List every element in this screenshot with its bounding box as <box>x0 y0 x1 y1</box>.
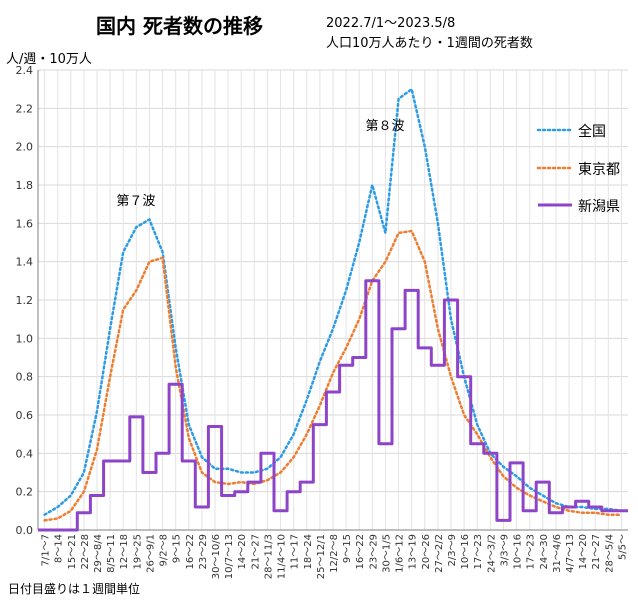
x-tick-label: 8/5～11 <box>106 534 117 573</box>
x-tick-label: 12/2～8 <box>329 534 340 573</box>
x-tick-label: 17～23 <box>473 534 484 569</box>
series-line-0 <box>43 87 623 516</box>
x-tick-label: 5/5～ <box>617 534 628 560</box>
tick-labels: 0.0 0.2 0.4 0.6 0.8 1.0 1.2 1.4 1.6 1.8 2.0 2.2 2.4 7… <box>16 64 629 579</box>
y-tick-label: 1.8 <box>16 179 34 192</box>
x-tick-label: 7/1～7 <box>41 534 52 566</box>
x-tick-label: 30～10/6 <box>211 534 222 579</box>
x-tick-label: 15～21 <box>67 534 78 569</box>
x-tick-label: 18～24 <box>303 534 314 569</box>
x-tick-label: 12～18 <box>119 534 130 569</box>
chart-period: 2022.7/1～2023.5/8 <box>326 16 456 31</box>
x-tick-label: 31～4/6 <box>552 534 563 573</box>
series-line-2 <box>38 279 628 532</box>
x-tick-label: 14～20 <box>578 534 589 569</box>
x-tick-label: 24～30 <box>539 534 550 569</box>
x-tick-label: 4/7～13 <box>565 534 576 573</box>
x-tick-label: 10/7～13 <box>224 534 235 579</box>
y-tick-label: 0.6 <box>16 409 34 422</box>
y-tick-label: 1.2 <box>16 294 34 307</box>
annotation-wave-7: 第７波 <box>116 194 156 209</box>
y-tick-label: 0.2 <box>16 486 34 499</box>
series-lines <box>38 87 628 532</box>
x-tick-label: 23～29 <box>198 534 209 569</box>
x-tick-label: 17～23 <box>526 534 537 569</box>
x-tick-label: 16～22 <box>185 534 196 569</box>
chart-subtitle: 人口10万人あたり・1週間の死者数 <box>326 36 533 51</box>
x-tick-label: 1/6～12 <box>395 534 406 573</box>
legend-label-national: 全国 <box>578 124 606 140</box>
chart-title: 国内 死者数の推移 <box>96 14 263 38</box>
x-tick-label: 2/3～9 <box>447 534 458 566</box>
x-tick-label: 29～8/4 <box>93 534 104 573</box>
x-tick-label: 11～17 <box>290 534 301 569</box>
legend <box>536 128 574 207</box>
x-tick-label: 22～28 <box>80 534 91 569</box>
y-tick-label: 0.8 <box>16 371 34 384</box>
date-tick-note: 日付目盛りは１週間単位 <box>8 582 141 596</box>
x-tick-label: 21～27 <box>250 534 261 569</box>
x-tick-label: 23～29 <box>368 534 379 569</box>
x-tick-label: 21～27 <box>591 534 602 569</box>
x-tick-label: 20～26 <box>421 534 432 569</box>
x-tick-label: 30～1/5 <box>381 534 392 573</box>
y-tick-label: 1.4 <box>16 256 34 269</box>
x-tick-label: 25～12/1 <box>316 534 327 579</box>
legend-label-niigata: 新潟県 <box>578 199 620 215</box>
x-tick-label: 24～3/2 <box>486 534 497 573</box>
x-tick-label: 3/3～9 <box>499 534 510 566</box>
x-tick-label: 10～16 <box>460 534 471 569</box>
y-tick-label: 2.0 <box>16 141 34 154</box>
x-tick-label: 9～15 <box>172 534 183 563</box>
x-tick-label: 19～25 <box>132 534 143 569</box>
x-tick-label: 13～19 <box>408 534 419 569</box>
x-tick-label: 16～22 <box>355 534 366 569</box>
legend-label-tokyo: 東京都 <box>578 162 620 178</box>
y-tick-label: 2.2 <box>16 102 34 115</box>
y-tick-label: 0.4 <box>16 447 34 460</box>
y-tick-label: 2.4 <box>16 64 34 77</box>
x-tick-label: 11/4～10 <box>277 534 288 579</box>
y-tick-label: 0.0 <box>16 524 34 537</box>
x-tick-label: 26～9/1 <box>145 534 156 573</box>
y-axis-unit: 人/週・10万人 <box>6 52 92 67</box>
annotation-wave-8: 第８波 <box>365 119 405 135</box>
series-line-1 <box>43 229 623 522</box>
x-tick-label: 27～2/2 <box>434 534 445 573</box>
x-tick-label: 28～5/4 <box>604 534 615 573</box>
x-tick-label: 14～20 <box>237 534 248 569</box>
x-tick-label: 9/2～8 <box>159 534 170 566</box>
y-tick-label: 1.6 <box>16 217 34 230</box>
x-tick-label: 28～11/3 <box>263 534 274 579</box>
x-tick-label: 9～15 <box>342 534 353 563</box>
y-tick-label: 1.0 <box>16 332 34 345</box>
x-tick-label: 10～16 <box>513 534 524 569</box>
axes <box>37 70 628 531</box>
x-tick-label: 8～14 <box>54 534 65 563</box>
